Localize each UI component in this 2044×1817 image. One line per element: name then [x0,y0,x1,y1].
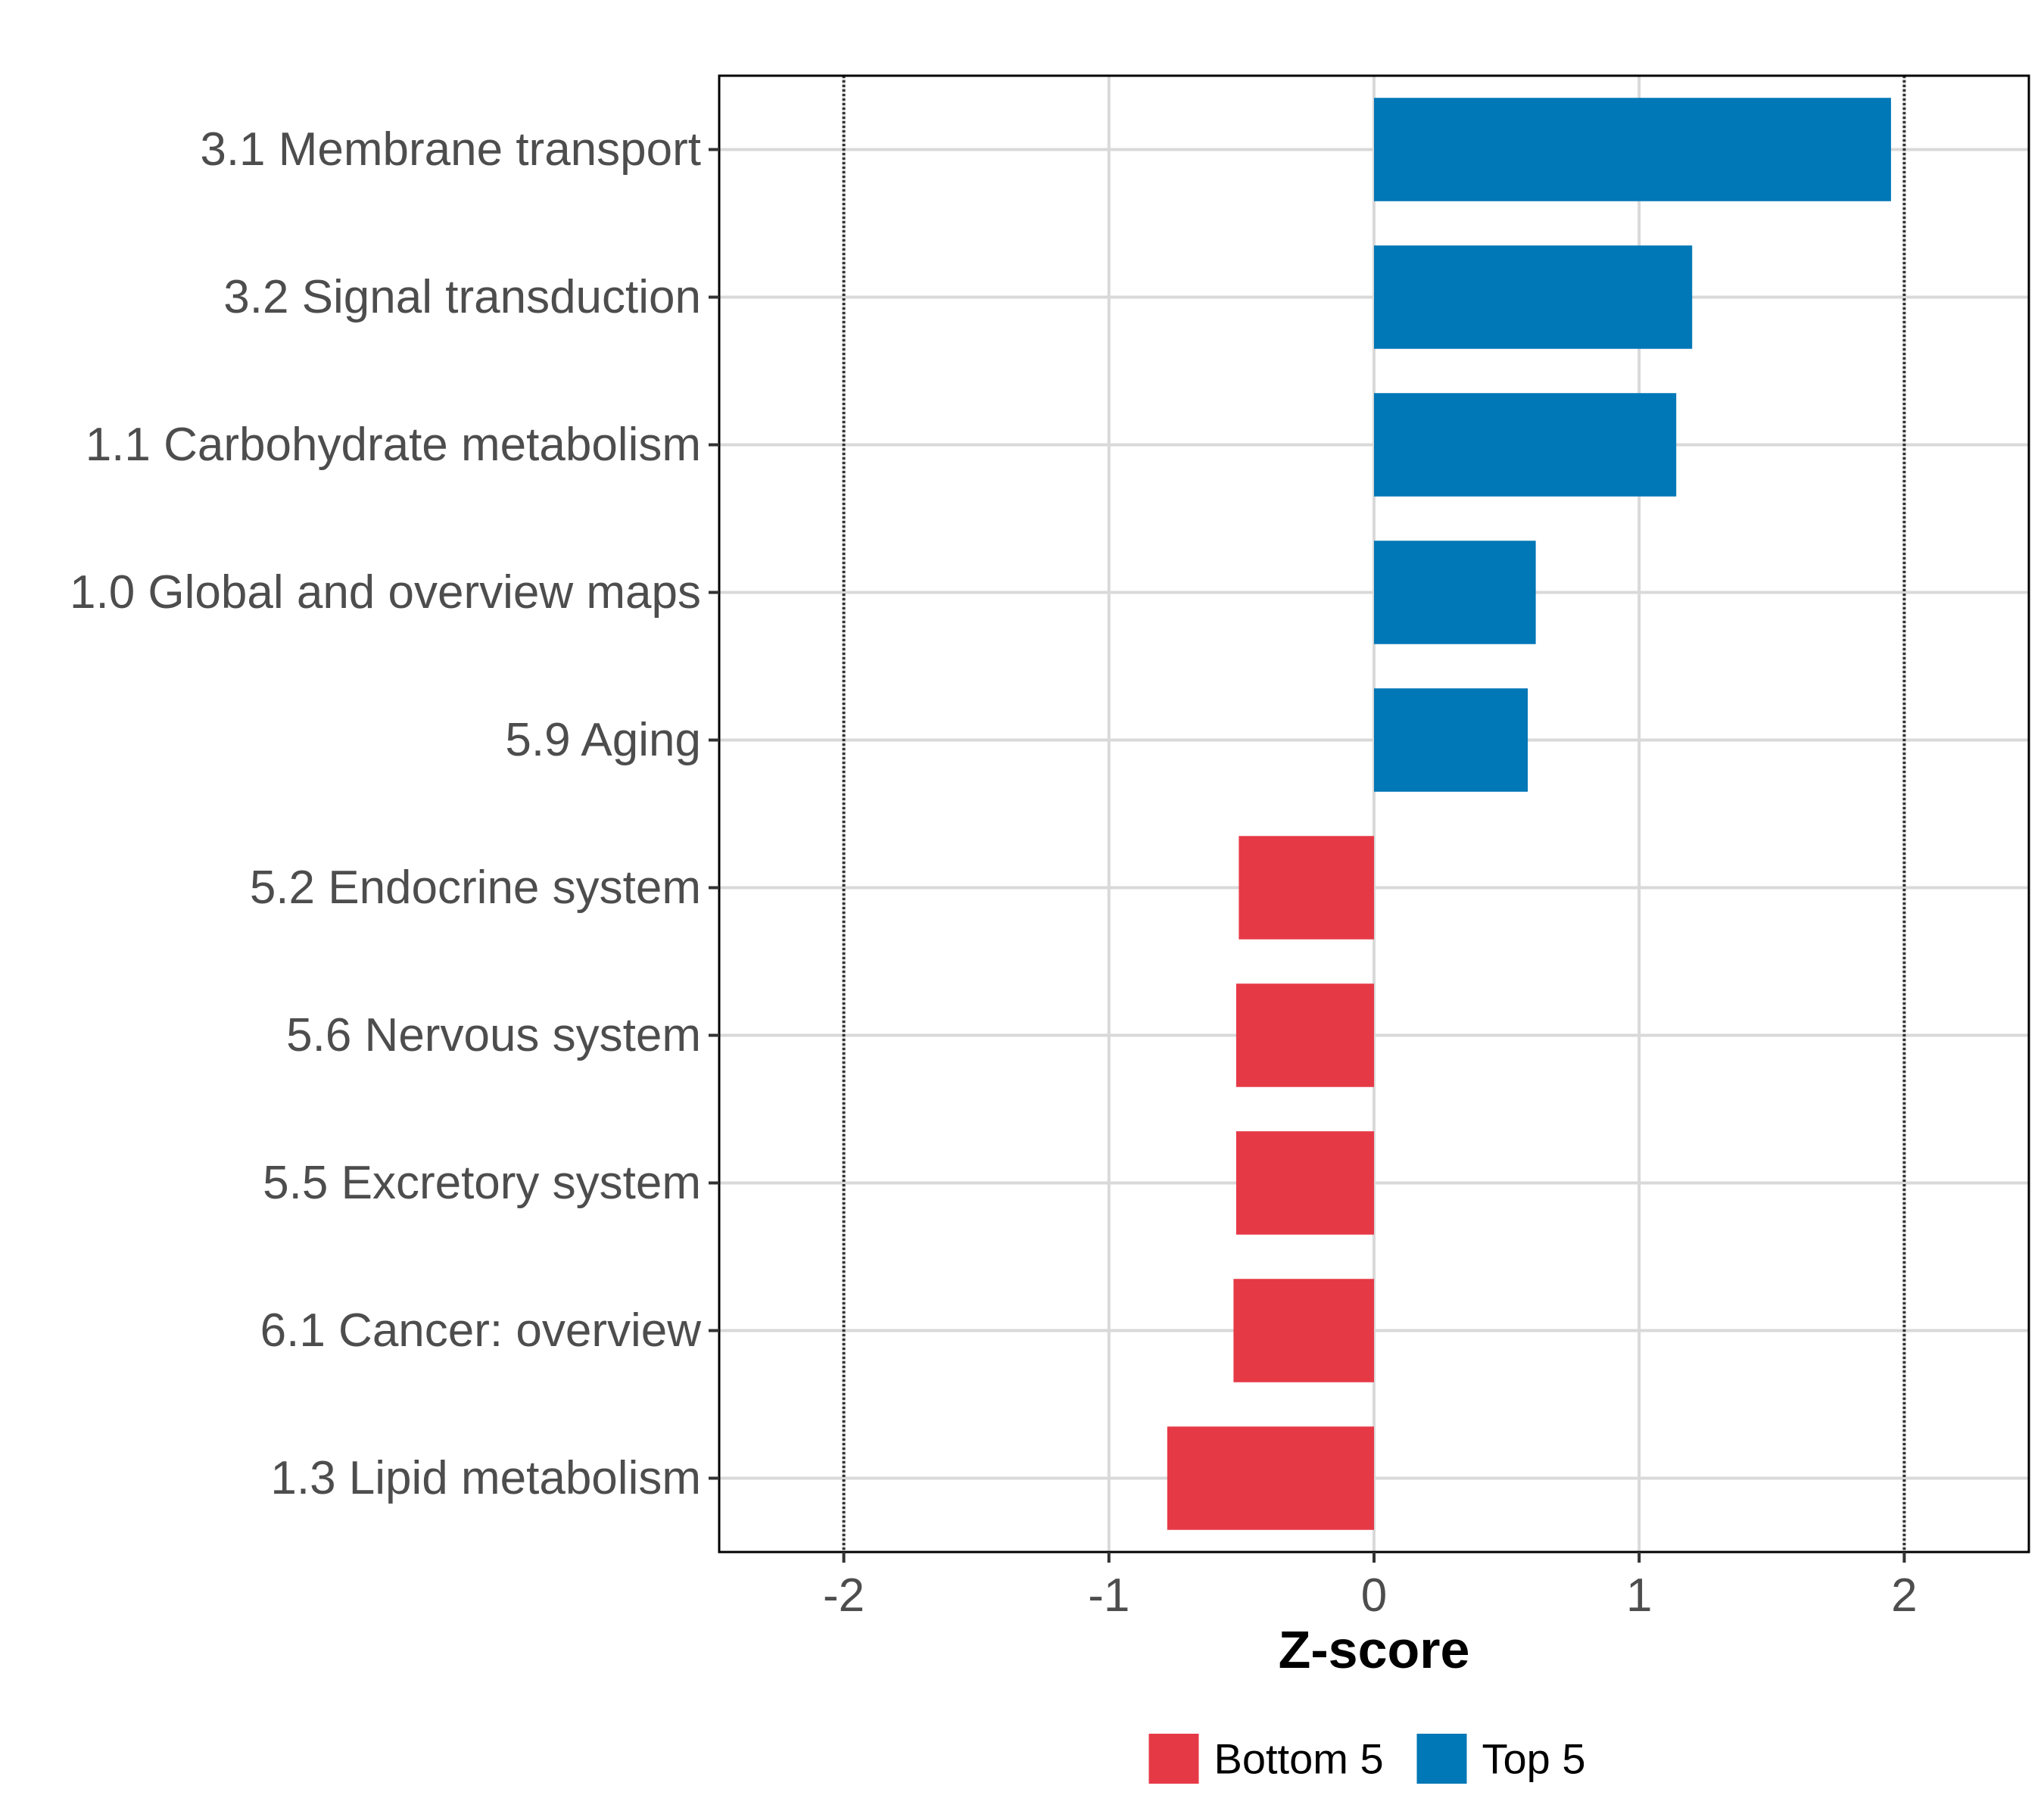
category-label: 1.3 Lipid metabolism [270,1452,701,1504]
bar-9[interactable] [1233,1279,1374,1382]
bar-1[interactable] [1374,98,1891,201]
category-label: 5.9 Aging [505,714,701,766]
category-label: 6.1 Cancer: overview [260,1304,702,1357]
bar-3[interactable] [1374,393,1677,497]
x-tick-label: -1 [1088,1569,1129,1622]
x-tick-label: 2 [1891,1569,1917,1622]
bar-7[interactable] [1235,983,1374,1087]
bar-8[interactable] [1235,1131,1374,1235]
category-label: 1.1 Carbohydrate metabolism [86,419,701,471]
legend-label: Bottom 5 [1214,1735,1384,1783]
x-tick-label: 1 [1626,1569,1652,1622]
bar-5[interactable] [1374,688,1528,792]
category-label: 3.1 Membrane transport [200,123,701,176]
bar-10[interactable] [1167,1426,1374,1530]
category-label: 3.2 Signal transduction [223,271,701,323]
legend-swatch-top-5 [1416,1734,1467,1784]
x-tick-label: 0 [1361,1569,1387,1622]
x-tick-label: -2 [823,1569,865,1622]
category-label: 5.2 Endocrine system [250,862,701,914]
legend-label: Top 5 [1482,1735,1586,1783]
x-axis-title: Z-score [1279,1620,1470,1679]
legend-swatch-bottom-5 [1148,1734,1199,1784]
category-label: 1.0 Global and overview maps [70,566,701,619]
bar-6[interactable] [1239,836,1374,940]
bar-4[interactable] [1374,541,1536,644]
category-label: 5.5 Excretory system [263,1157,701,1209]
category-label: 5.6 Nervous system [286,1009,701,1061]
bar-2[interactable] [1374,245,1693,349]
